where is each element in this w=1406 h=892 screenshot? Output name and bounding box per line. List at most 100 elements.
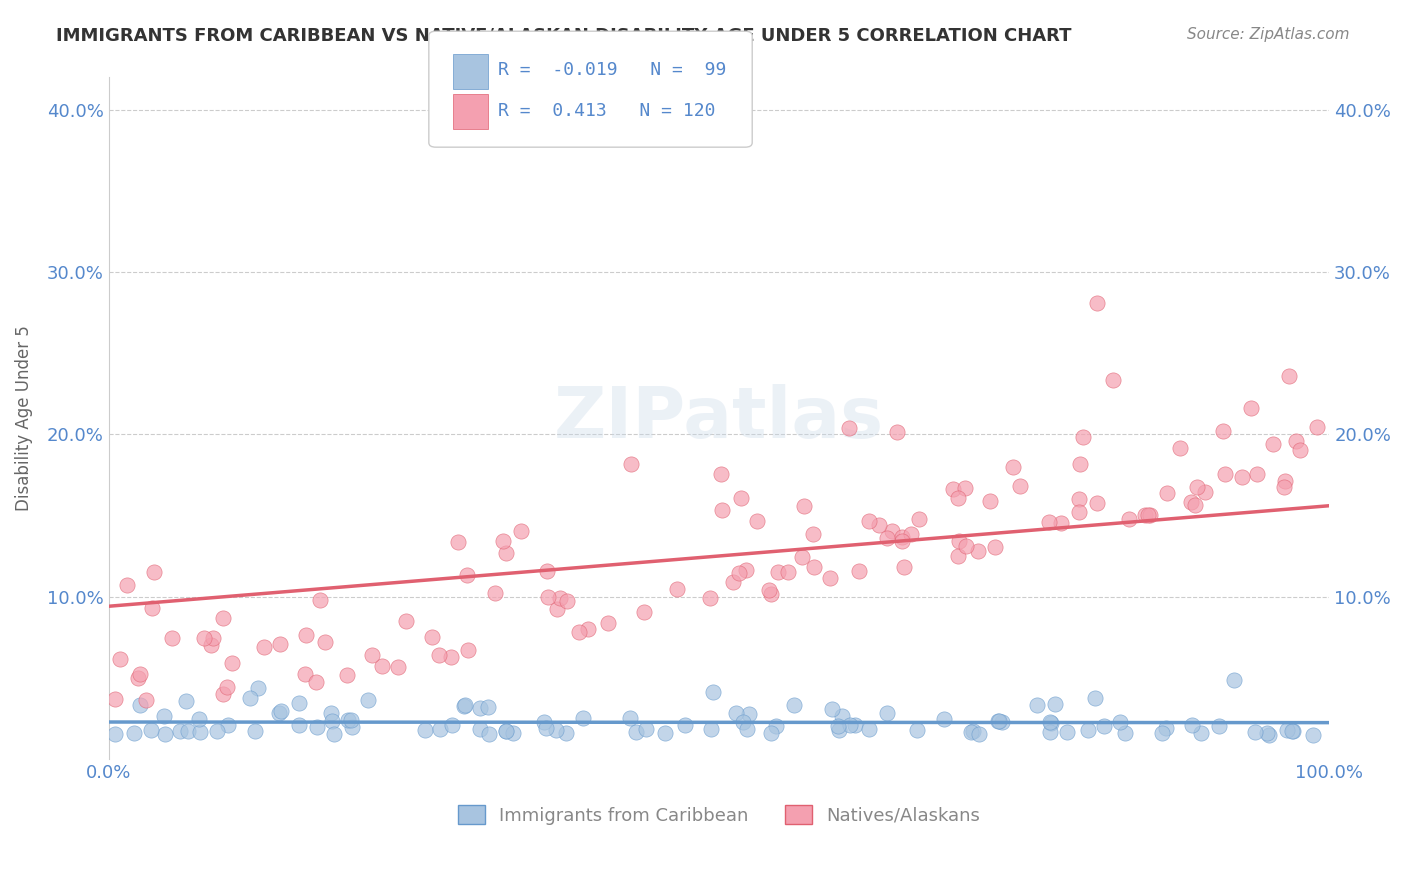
Point xyxy=(212,688,235,702)
Point xyxy=(1274,475,1296,489)
Point xyxy=(1056,724,1078,739)
Point xyxy=(759,587,782,601)
Point xyxy=(758,583,780,598)
Point xyxy=(725,706,748,720)
Point xyxy=(827,719,849,733)
Point xyxy=(440,649,463,664)
Point xyxy=(1067,491,1090,506)
Point xyxy=(858,723,880,737)
Point xyxy=(1136,508,1159,522)
Point xyxy=(1049,516,1071,530)
Point xyxy=(537,591,560,605)
Point xyxy=(429,722,451,736)
Text: IMMIGRANTS FROM CARIBBEAN VS NATIVE/ALASKAN DISABILITY AGE UNDER 5 CORRELATION C: IMMIGRANTS FROM CARIBBEAN VS NATIVE/ALAS… xyxy=(56,27,1071,45)
Point xyxy=(188,712,211,726)
Point xyxy=(495,546,517,560)
Point xyxy=(153,708,176,723)
Point xyxy=(955,539,977,553)
Point xyxy=(828,723,851,737)
Point xyxy=(1039,714,1062,729)
Point xyxy=(1258,728,1281,742)
Point xyxy=(733,715,755,730)
Point xyxy=(104,727,127,741)
Point xyxy=(890,530,912,544)
Point xyxy=(1040,716,1063,731)
Point xyxy=(492,534,515,549)
Point xyxy=(395,614,418,628)
Point xyxy=(1187,479,1209,493)
Point xyxy=(122,726,145,740)
Point xyxy=(821,702,844,716)
Point xyxy=(572,711,595,725)
Point xyxy=(468,701,491,715)
Point xyxy=(269,637,291,651)
Point xyxy=(495,723,517,738)
Point xyxy=(1069,505,1091,519)
Point xyxy=(967,544,990,558)
Point xyxy=(127,671,149,685)
Point xyxy=(634,722,657,736)
Point xyxy=(108,652,131,666)
Point xyxy=(361,648,384,662)
Point xyxy=(946,491,969,506)
Y-axis label: Disability Age Under 5: Disability Age Under 5 xyxy=(15,326,32,511)
Point xyxy=(288,697,311,711)
Point xyxy=(288,718,311,732)
Point xyxy=(700,723,723,737)
Point xyxy=(1212,425,1234,439)
Point xyxy=(534,721,557,735)
Point xyxy=(803,560,825,574)
Point xyxy=(205,723,228,738)
Point xyxy=(174,694,197,708)
Point xyxy=(217,718,239,732)
Point xyxy=(1069,458,1091,472)
Point xyxy=(882,524,904,539)
Point xyxy=(536,565,558,579)
Point xyxy=(304,674,326,689)
Point xyxy=(294,666,316,681)
Point xyxy=(844,717,866,731)
Point xyxy=(711,502,734,516)
Point xyxy=(747,514,769,528)
Text: R =  -0.019   N =  99: R = -0.019 N = 99 xyxy=(498,61,725,78)
Point xyxy=(128,666,150,681)
Point xyxy=(135,693,157,707)
Point xyxy=(1085,295,1108,310)
Point xyxy=(979,493,1001,508)
Point xyxy=(427,648,450,662)
Point xyxy=(876,706,898,720)
Point xyxy=(665,582,688,597)
Point xyxy=(1038,515,1060,529)
Point xyxy=(117,577,139,591)
Point xyxy=(200,638,222,652)
Point xyxy=(495,723,517,738)
Point xyxy=(295,628,318,642)
Point xyxy=(702,685,724,699)
Point xyxy=(510,524,533,538)
Point xyxy=(1152,726,1174,740)
Point xyxy=(253,640,276,654)
Point xyxy=(160,631,183,645)
Point xyxy=(596,616,619,631)
Point xyxy=(942,482,965,496)
Point xyxy=(371,659,394,673)
Point xyxy=(221,656,243,670)
Point xyxy=(1114,725,1136,739)
Point xyxy=(1256,726,1278,740)
Point xyxy=(555,594,578,608)
Point xyxy=(457,642,479,657)
Point xyxy=(546,602,568,616)
Point xyxy=(1084,690,1107,705)
Point xyxy=(967,726,990,740)
Legend: Immigrants from Caribbean, Natives/Alaskans: Immigrants from Caribbean, Natives/Alask… xyxy=(450,798,987,831)
Point xyxy=(1139,508,1161,523)
Point xyxy=(654,726,676,740)
Point xyxy=(876,531,898,545)
Point xyxy=(143,565,166,579)
Point xyxy=(484,586,506,600)
Point xyxy=(988,714,1011,728)
Point xyxy=(765,718,787,732)
Point xyxy=(1215,467,1237,481)
Point xyxy=(340,713,363,727)
Point xyxy=(342,720,364,734)
